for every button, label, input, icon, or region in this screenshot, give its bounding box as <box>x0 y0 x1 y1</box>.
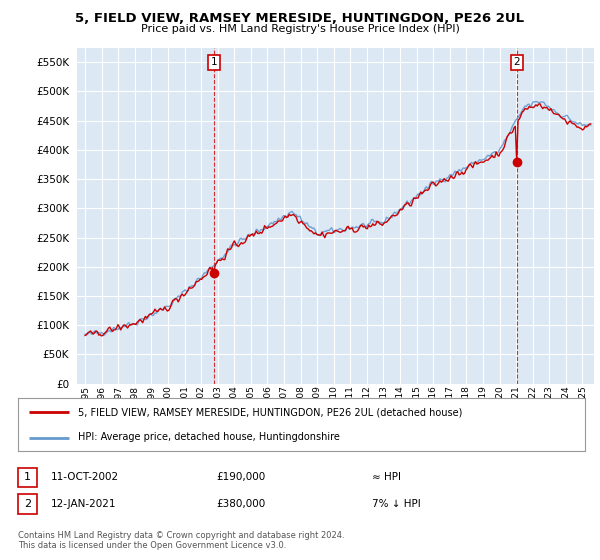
Text: £190,000: £190,000 <box>216 472 265 482</box>
Text: 7% ↓ HPI: 7% ↓ HPI <box>372 499 421 509</box>
Text: 12-JAN-2021: 12-JAN-2021 <box>51 499 116 509</box>
Text: 5, FIELD VIEW, RAMSEY MERESIDE, HUNTINGDON, PE26 2UL (detached house): 5, FIELD VIEW, RAMSEY MERESIDE, HUNTINGD… <box>77 408 462 418</box>
Text: ≈ HPI: ≈ HPI <box>372 472 401 482</box>
Text: Price paid vs. HM Land Registry's House Price Index (HPI): Price paid vs. HM Land Registry's House … <box>140 24 460 34</box>
Text: 2: 2 <box>24 499 31 509</box>
Text: 5, FIELD VIEW, RAMSEY MERESIDE, HUNTINGDON, PE26 2UL: 5, FIELD VIEW, RAMSEY MERESIDE, HUNTINGD… <box>76 12 524 25</box>
Text: 11-OCT-2002: 11-OCT-2002 <box>51 472 119 482</box>
Text: 1: 1 <box>211 57 217 67</box>
Text: HPI: Average price, detached house, Huntingdonshire: HPI: Average price, detached house, Hunt… <box>77 432 340 442</box>
Text: 2: 2 <box>514 57 520 67</box>
Text: Contains HM Land Registry data © Crown copyright and database right 2024.
This d: Contains HM Land Registry data © Crown c… <box>18 531 344 550</box>
Text: 1: 1 <box>24 472 31 482</box>
Text: £380,000: £380,000 <box>216 499 265 509</box>
